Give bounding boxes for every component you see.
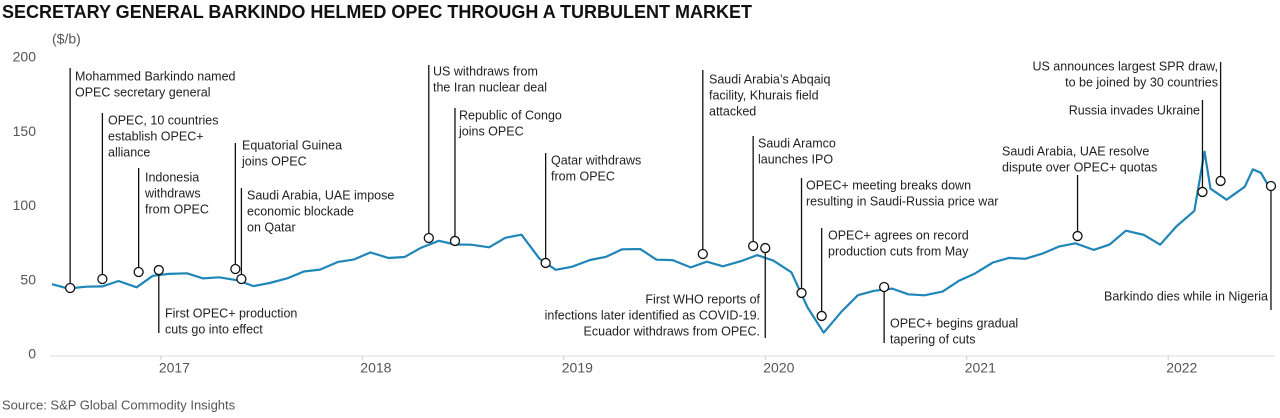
annotation-text: US announces largest SPR draw, [1032,59,1218,73]
annotation-text: the Iran nuclear deal [433,80,547,94]
event-marker [64,282,76,294]
event-marker [1215,175,1226,187]
x-tick-label: 2020 [763,360,794,376]
event-marker [760,242,771,254]
event-marker [153,264,164,276]
annotation-text: Mohammed Barkindo named [75,69,236,83]
annotation-text: attacked [709,104,756,118]
annotation-text: Russia invades Ukraine [1069,103,1200,117]
annotation-text: Saudi Arabia’s Abqaiq [709,72,830,86]
annotation-text: OPEC secretary general [75,85,210,99]
x-tick-label: 2017 [159,360,190,376]
annotation-text: joins OPEC [458,124,524,138]
y-tick-label: 100 [13,197,37,213]
event-marker [748,240,759,252]
annotation-text: OPEC+ agrees on record [828,228,969,242]
event-marker [1072,230,1083,242]
annotation-text: economic blockade [247,204,354,218]
x-tick-label: 2022 [1166,360,1197,376]
annotation-text: launches IPO [758,152,833,166]
y-axis-label: ($/b) [52,31,81,47]
event-marker [697,248,708,260]
annotation-text: from OPEC [145,202,209,216]
annotation-text: Indonesia [145,170,199,184]
annotation-text: First WHO reports of [645,292,760,306]
annotation-text: First OPEC+ production [165,306,297,320]
event-marker [97,273,108,285]
annotation-text: OPEC, 10 countries [108,113,218,127]
annotation-text: cuts go into effect [165,322,263,336]
event-marker [236,273,247,285]
x-tick-label: 2018 [360,360,391,376]
x-tick-label: 2019 [562,360,593,376]
annotation-text: Ecuador withdraws from OPEC. [584,324,760,338]
annotation-text: US withdraws from [433,64,538,78]
event-marker [796,287,807,299]
event-marker [1265,180,1277,192]
annotation-text: facility, Khurais field [709,88,819,102]
annotation-text: OPEC+ begins gradual [890,316,1018,330]
annotation-text: Saudi Aramco [758,136,836,150]
price-line [51,150,1272,334]
annotation-text: infections later identified as COVID-19. [545,308,760,322]
y-tick-label: 0 [28,346,36,362]
annotation-text: from OPEC [551,169,615,183]
annotation-text: OPEC+ meeting breaks down [806,178,971,192]
event-marker [449,235,461,247]
annotation-text: joins OPEC [241,154,307,168]
annotation-text: Saudi Arabia, UAE resolve [1002,144,1149,158]
event-marker [878,281,890,293]
annotation-text: resulting in Saudi-Russia price war [806,194,998,208]
event-marker [133,266,144,278]
event-marker [423,232,434,244]
y-tick-label: 150 [13,123,37,139]
event-marker [540,257,551,269]
annotation-text: dispute over OPEC+ quotas [1002,160,1157,174]
annotation-text: tapering of cuts [890,332,975,346]
event-marker [230,263,241,275]
event-marker [816,310,827,322]
annotation-text: Equatorial Guinea [242,138,342,152]
y-tick-label: 50 [20,271,36,287]
annotation-text: Republic of Congo [459,108,562,122]
annotation-text: on Qatar [247,220,296,234]
x-tick-label: 2021 [965,360,996,376]
annotation-text: production cuts from May [828,244,969,258]
annotation-text: Qatar withdraws [551,153,641,167]
annotation-text: Saudi Arabia, UAE impose [247,188,394,202]
annotation-text: withdraws [144,186,201,200]
event-marker [1197,186,1208,198]
annotation-text: Barkindo dies while in Nigeria [1104,289,1268,303]
y-tick-label: 200 [13,49,37,65]
annotation-text: alliance [108,145,150,159]
source: Source: S&P Global Commodity Insights [2,397,236,412]
annotation-text: establish OPEC+ [108,129,204,143]
annotation-text: to be joined by 30 countries [1065,75,1218,89]
chart-title: SECRETARY GENERAL BARKINDO HELMED OPEC T… [2,2,752,22]
